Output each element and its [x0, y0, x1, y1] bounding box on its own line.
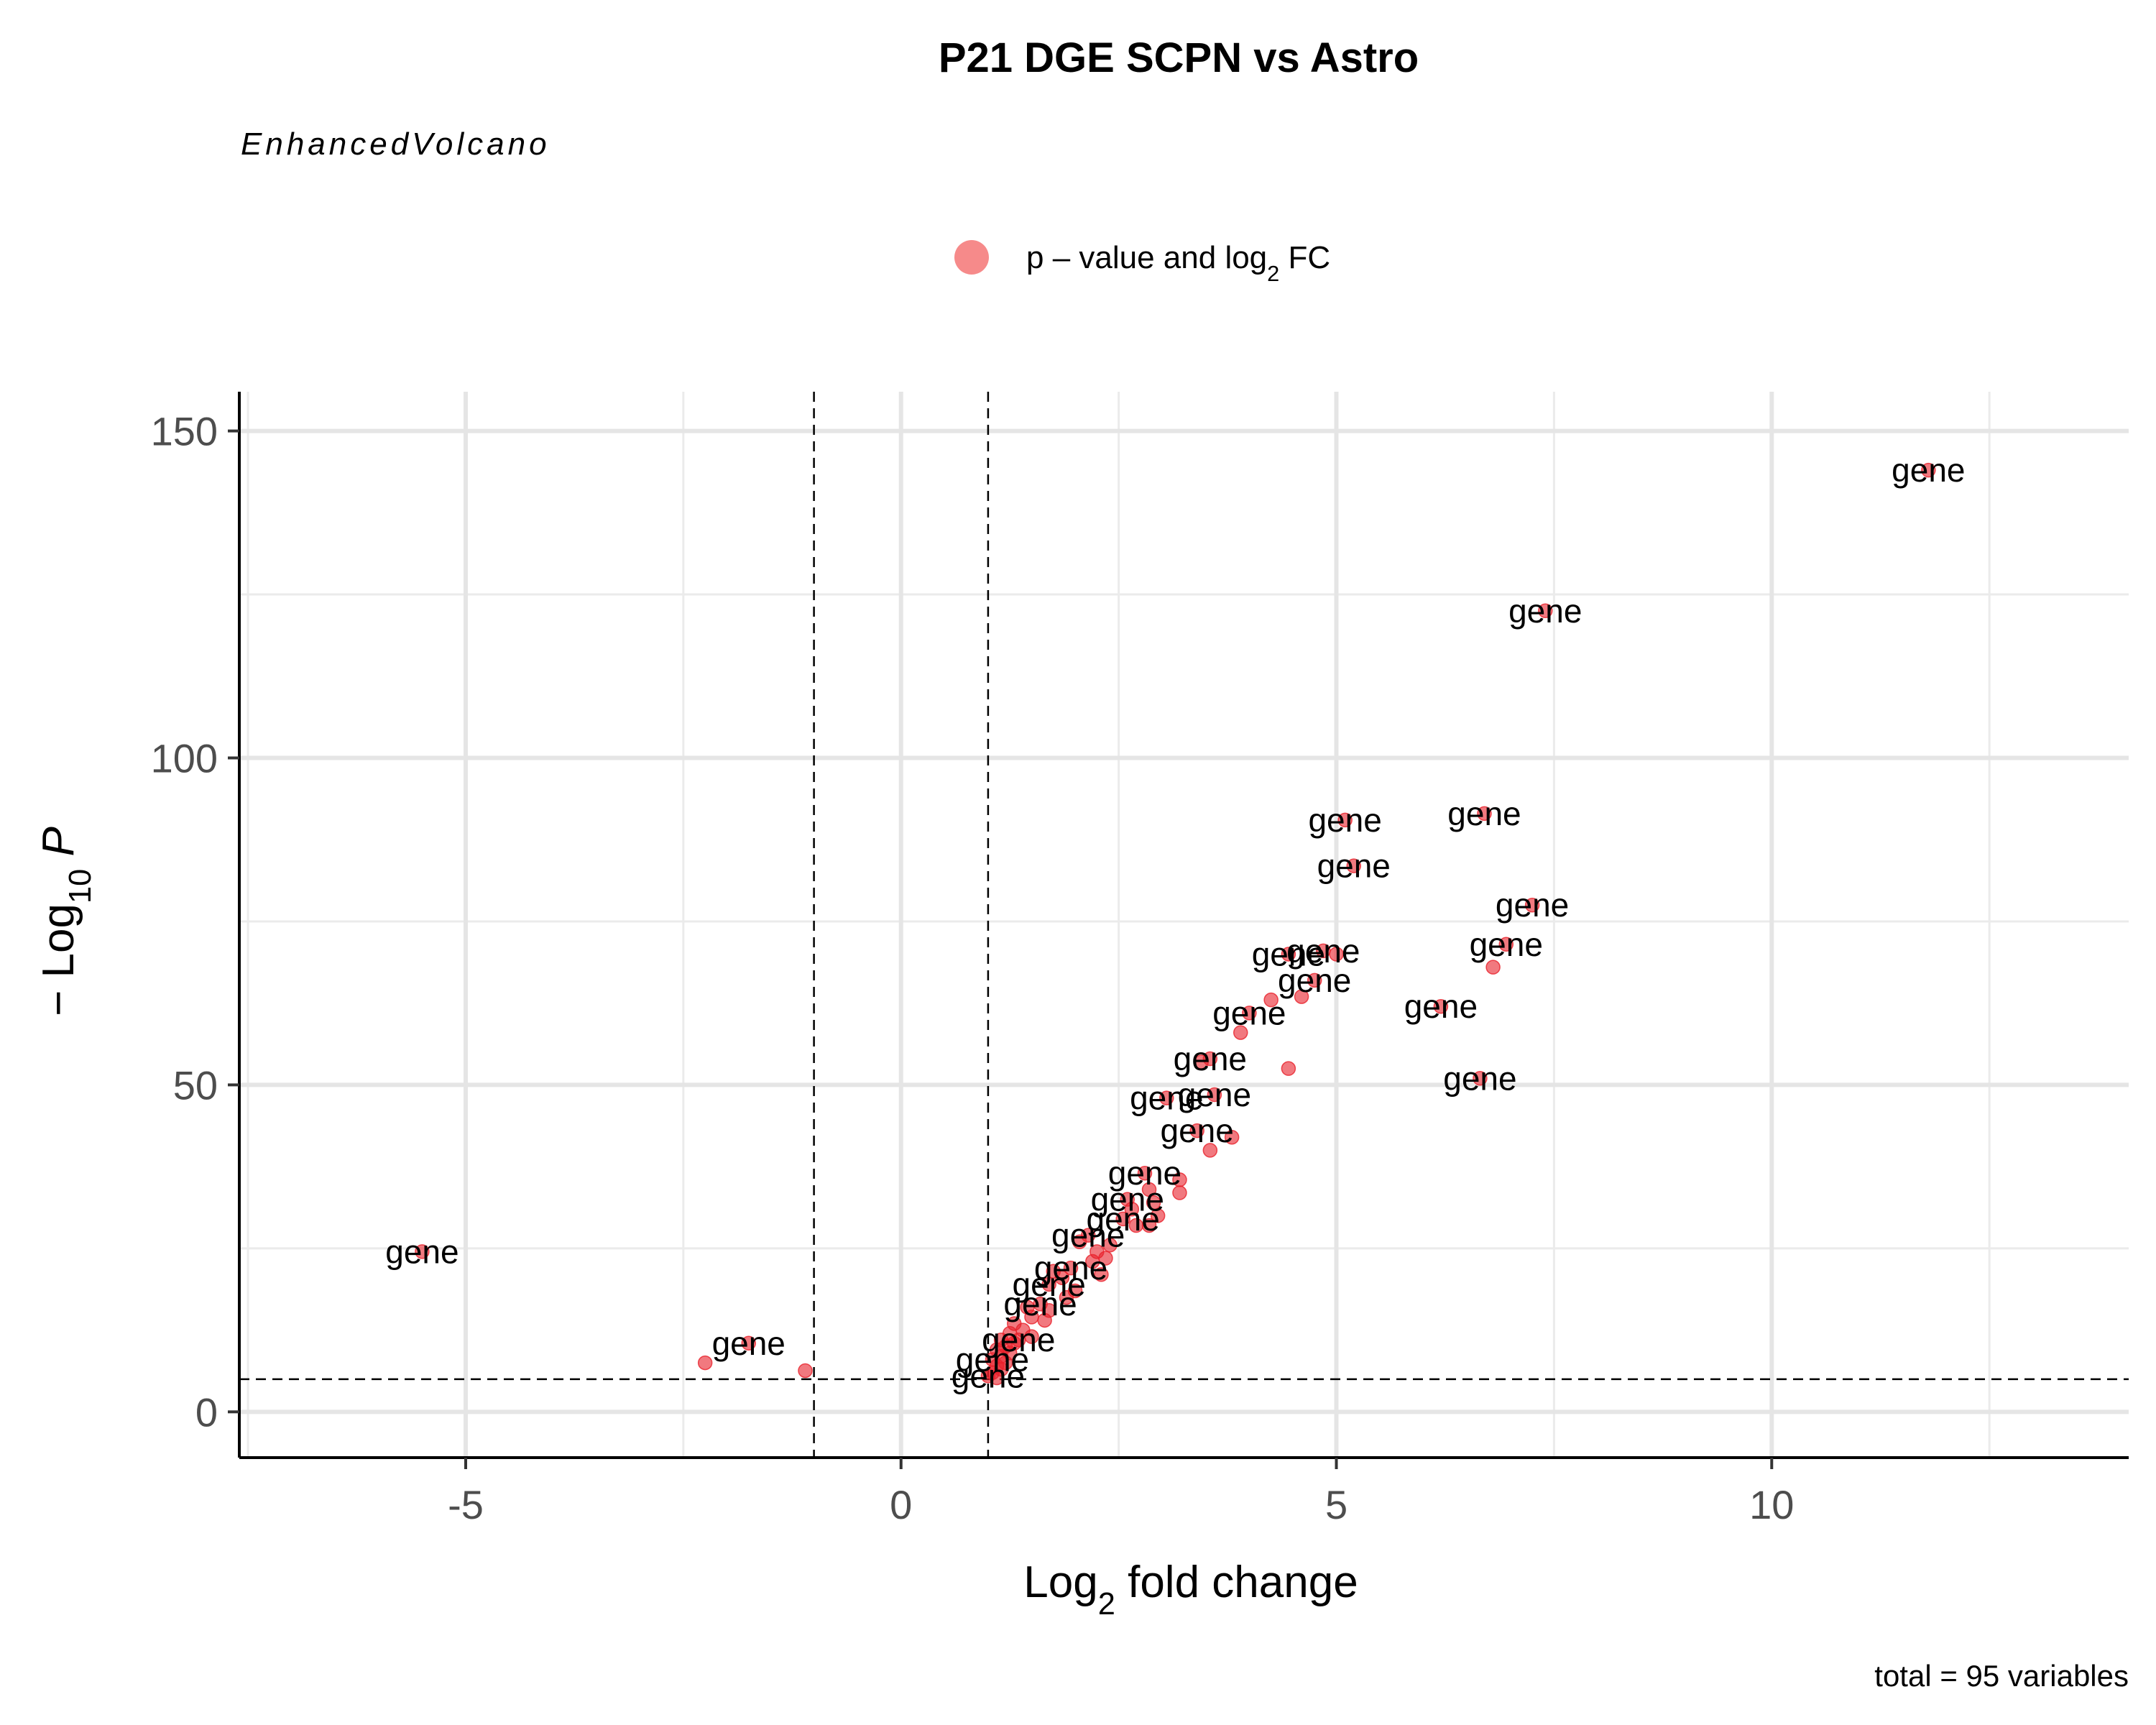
point-label: gene	[1087, 1200, 1160, 1238]
data-point	[1281, 947, 1296, 962]
data-point	[1207, 1087, 1222, 1103]
point-label: gene	[1404, 988, 1478, 1025]
caption: total = 95 variables	[1874, 1659, 2129, 1693]
y-tick-label: 150	[151, 409, 218, 454]
point-label: gene	[956, 1341, 1029, 1379]
legend-marker	[954, 240, 989, 275]
data-point	[1072, 1234, 1087, 1250]
data-point	[1263, 992, 1279, 1008]
data-point	[1146, 1195, 1161, 1210]
point-label: gene	[1003, 1285, 1077, 1322]
point-label: gene	[1252, 935, 1325, 972]
point-label: gene	[1051, 1217, 1125, 1254]
data-points	[415, 462, 1936, 1386]
point-label: gene	[1443, 1059, 1516, 1097]
data-point	[1054, 1270, 1070, 1286]
point-label: gene	[1308, 801, 1381, 839]
data-point	[1059, 1289, 1074, 1305]
point-label: gene	[1130, 1080, 1203, 1117]
data-point	[1224, 1129, 1240, 1145]
data-point	[1159, 1090, 1174, 1105]
data-point	[1041, 1276, 1056, 1292]
chart-subtitle: EnhancedVolcano	[241, 126, 550, 162]
y-tick-label: 100	[151, 735, 218, 781]
point-label: gene	[1091, 1181, 1164, 1218]
point-label: gene	[385, 1233, 459, 1270]
data-point	[697, 1355, 713, 1371]
y-axis-label: − Log10 P	[34, 827, 98, 1016]
data-point	[1498, 937, 1514, 952]
data-point	[415, 1244, 430, 1259]
point-label: gene	[1174, 1040, 1247, 1077]
point-label: gene	[1286, 932, 1360, 970]
point-label: gene	[1447, 795, 1521, 832]
data-point	[1037, 1312, 1052, 1328]
data-point	[989, 1370, 1005, 1386]
point-label: gene	[982, 1321, 1055, 1358]
data-point	[1485, 960, 1501, 975]
x-tick-label: -5	[448, 1482, 484, 1527]
point-label: gene	[1892, 451, 1965, 489]
point-labels: genegenegenegenegenegenegenegenegenegene…	[385, 451, 1965, 1394]
data-point	[1473, 1071, 1488, 1086]
data-point	[1329, 947, 1344, 962]
data-point	[1063, 1260, 1079, 1276]
data-point	[1433, 998, 1449, 1014]
data-point	[1102, 1238, 1118, 1253]
legend-label: p – value and log2 FC	[1026, 240, 1330, 286]
data-point	[1202, 1143, 1218, 1158]
data-point	[1150, 1208, 1166, 1223]
data-point	[1233, 1025, 1248, 1040]
data-point	[1115, 1211, 1130, 1227]
data-point	[1141, 1182, 1157, 1197]
data-point	[1477, 806, 1492, 822]
point-label: gene	[1212, 994, 1286, 1031]
data-point	[1172, 1185, 1187, 1200]
data-point	[1085, 1254, 1100, 1269]
y-tick-label: 50	[173, 1062, 218, 1108]
cutoff-lines	[239, 392, 2129, 1458]
point-label: gene	[1317, 847, 1391, 885]
point-label: gene	[1161, 1112, 1234, 1149]
data-point	[1307, 972, 1322, 988]
x-tick-label: 5	[1325, 1482, 1348, 1527]
data-point	[1094, 1267, 1109, 1282]
point-label: gene	[1496, 886, 1569, 924]
point-label: gene	[1508, 592, 1582, 630]
data-point	[1124, 1202, 1140, 1217]
data-point	[1128, 1218, 1144, 1233]
point-label: gene	[1013, 1266, 1086, 1303]
point-label: gene	[1178, 1076, 1251, 1113]
data-point	[1538, 603, 1553, 619]
legend: p – value and log2 FC	[954, 240, 1330, 286]
data-point	[741, 1335, 756, 1351]
x-axis-label: Log2 fold change	[1023, 1558, 1358, 1622]
point-label: gene	[1470, 926, 1543, 963]
point-label: gene	[1034, 1249, 1107, 1287]
data-point	[1194, 1054, 1209, 1070]
data-point	[1346, 858, 1361, 873]
x-tick-labels: -5 0 5 10	[448, 1482, 1794, 1527]
grid-lines	[239, 392, 2129, 1458]
data-point	[1294, 989, 1309, 1004]
point-label: gene	[1278, 962, 1351, 999]
x-tick-label: 0	[890, 1482, 912, 1527]
x-tick-label: 10	[1749, 1482, 1794, 1527]
y-tick-label: 0	[195, 1389, 218, 1435]
axes	[228, 392, 2129, 1469]
data-point	[1189, 1123, 1204, 1138]
data-point	[798, 1363, 813, 1379]
data-point	[1137, 1165, 1153, 1181]
data-point	[1524, 897, 1540, 913]
data-point	[1281, 1061, 1296, 1076]
data-point	[1921, 462, 1936, 478]
data-point	[1242, 1006, 1257, 1021]
point-label: gene	[712, 1325, 786, 1362]
chart-title: P21 DGE SCPN vs Astro	[939, 34, 1419, 81]
point-label: gene	[952, 1357, 1025, 1394]
data-point	[1337, 812, 1353, 828]
y-tick-labels: 0 50 100 150	[151, 409, 218, 1435]
point-label: gene	[1108, 1154, 1181, 1192]
